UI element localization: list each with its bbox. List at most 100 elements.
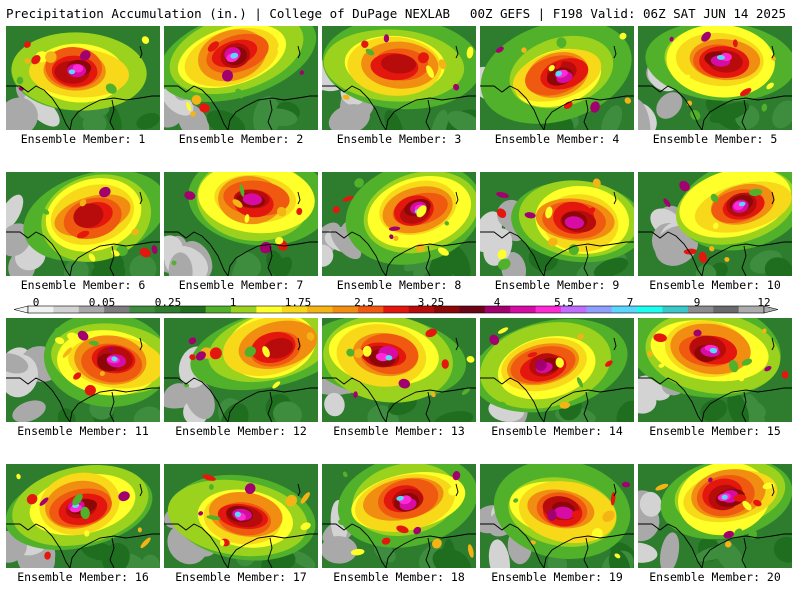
ensemble-member-label: Ensemble Member: 3 — [336, 132, 462, 146]
colorbar-segment — [434, 306, 460, 313]
colorbar-segment — [231, 306, 257, 313]
ensemble-panel: Ensemble Member: 15 — [638, 318, 792, 438]
ensemble-member-label: Ensemble Member: 1 — [20, 132, 146, 146]
colorbar-segment — [687, 306, 714, 313]
ensemble-member-label: Ensemble Member: 17 — [175, 570, 307, 584]
colorbar-segment — [459, 306, 486, 313]
colorbar-tick-label: 7 — [626, 296, 634, 309]
precip-map — [164, 318, 318, 422]
ensemble-member-label: Ensemble Member: 7 — [178, 278, 304, 292]
ensemble-panel: Ensemble Member: 11 — [6, 318, 160, 438]
ensemble-panel: Ensemble Member: 19 — [480, 464, 634, 584]
precip-map — [638, 464, 792, 568]
precip-map — [480, 318, 634, 422]
colorbar-segment — [586, 306, 613, 313]
colorbar-segment — [180, 306, 207, 313]
ensemble-member-label: Ensemble Member: 19 — [491, 570, 623, 584]
precip-map — [322, 318, 476, 422]
colorbar-tick-label: 3.25 — [417, 296, 445, 309]
colorbar-tick-label: 12 — [757, 296, 771, 309]
colorbar-segment — [738, 306, 765, 313]
precip-map — [164, 172, 318, 276]
colorbar-tick-label: 5.5 — [554, 296, 574, 309]
precip-map — [480, 464, 634, 568]
precip-map — [480, 26, 634, 130]
colorbar-segment — [28, 306, 54, 313]
colorbar-segment — [78, 306, 105, 313]
precip-map — [638, 318, 792, 422]
precip-map — [322, 464, 476, 568]
ensemble-member-label: Ensemble Member: 4 — [494, 132, 620, 146]
ensemble-member-label: Ensemble Member: 10 — [649, 278, 781, 292]
colorbar-segment — [281, 306, 308, 313]
ensemble-member-label: Ensemble Member: 14 — [491, 424, 623, 438]
ensemble-member-label: Ensemble Member: 6 — [20, 278, 146, 292]
colorbar-tick-label: 1.75 — [284, 296, 312, 309]
ensemble-panel: Ensemble Member: 13 — [322, 318, 476, 438]
chart-title: Precipitation Accumulation (in.) | Colle… — [6, 6, 451, 21]
colorbar-segment — [256, 306, 283, 313]
colorbar-segment — [611, 306, 638, 313]
precip-map — [322, 172, 476, 276]
colorbar-segment — [484, 306, 511, 313]
precip-map — [480, 172, 634, 276]
colorbar-segment — [713, 306, 740, 313]
ensemble-panel: Ensemble Member: 3 — [322, 26, 476, 146]
colorbar-tick-label: 0.25 — [154, 296, 182, 309]
ensemble-member-label: Ensemble Member: 20 — [649, 570, 781, 584]
ensemble-panel: Ensemble Member: 7 — [164, 172, 318, 292]
ensemble-panel: Ensemble Member: 20 — [638, 464, 792, 584]
colorbar-segment — [408, 306, 435, 313]
precip-map — [6, 26, 160, 130]
ensemble-member-label: Ensemble Member: 15 — [649, 424, 781, 438]
colorbar-segment — [510, 306, 537, 313]
ensemble-member-label: Ensemble Member: 8 — [336, 278, 462, 292]
colorbar-tick-label: 2.5 — [354, 296, 374, 309]
colorbar-segment — [332, 306, 359, 313]
ensemble-panel: Ensemble Member: 10 — [638, 172, 792, 292]
precip-map — [164, 26, 318, 130]
ensemble-member-label: Ensemble Member: 9 — [494, 278, 620, 292]
colorbar-segment — [307, 306, 334, 313]
colorbar-segment — [662, 306, 689, 313]
precip-map — [6, 464, 160, 568]
colorbar-tick-label: 4 — [493, 296, 501, 309]
ensemble-panel: Ensemble Member: 14 — [480, 318, 634, 438]
colorbar-segment — [205, 306, 232, 313]
ensemble-member-label: Ensemble Member: 18 — [333, 570, 465, 584]
ensemble-member-label: Ensemble Member: 5 — [652, 132, 778, 146]
precip-map — [638, 172, 792, 276]
ensemble-panel: Ensemble Member: 4 — [480, 26, 634, 146]
colorbar-tick-label: 0.05 — [88, 296, 116, 309]
precip-map — [322, 26, 476, 130]
ensemble-member-label: Ensemble Member: 2 — [178, 132, 304, 146]
ensemble-panel: Ensemble Member: 16 — [6, 464, 160, 584]
ensemble-panel: Ensemble Member: 9 — [480, 172, 634, 292]
ensemble-member-label: Ensemble Member: 13 — [333, 424, 465, 438]
colorbar-segment — [560, 306, 587, 313]
ensemble-member-label: Ensemble Member: 12 — [175, 424, 307, 438]
colorbar-arrow-right — [763, 305, 779, 314]
ensemble-panel: Ensemble Member: 2 — [164, 26, 318, 146]
ensemble-panel: Ensemble Member: 8 — [322, 172, 476, 292]
precip-map — [6, 318, 160, 422]
colorbar-tick-label: 9 — [693, 296, 701, 309]
colorbar-tick-label: 1 — [229, 296, 237, 309]
ensemble-panel: Ensemble Member: 17 — [164, 464, 318, 584]
precip-map — [6, 172, 160, 276]
colorbar-segment — [383, 306, 410, 313]
colorbar-segment — [154, 306, 181, 313]
ensemble-panel: Ensemble Member: 18 — [322, 464, 476, 584]
colorbar-segment — [53, 306, 80, 313]
ensemble-panel: Ensemble Member: 6 — [6, 172, 160, 292]
colorbar — [13, 305, 779, 314]
colorbar-tick-label: 0 — [32, 296, 40, 309]
colorbar-segment — [357, 306, 384, 313]
ensemble-panel: Ensemble Member: 5 — [638, 26, 792, 146]
ensemble-panel: Ensemble Member: 12 — [164, 318, 318, 438]
run-valid-time: 00Z GEFS | F198 Valid: 06Z SAT JUN 14 20… — [469, 6, 786, 21]
ensemble-panel: Ensemble Member: 1 — [6, 26, 160, 146]
precip-map — [638, 26, 792, 130]
colorbar-segment — [129, 306, 156, 313]
ensemble-member-label: Ensemble Member: 16 — [17, 570, 149, 584]
